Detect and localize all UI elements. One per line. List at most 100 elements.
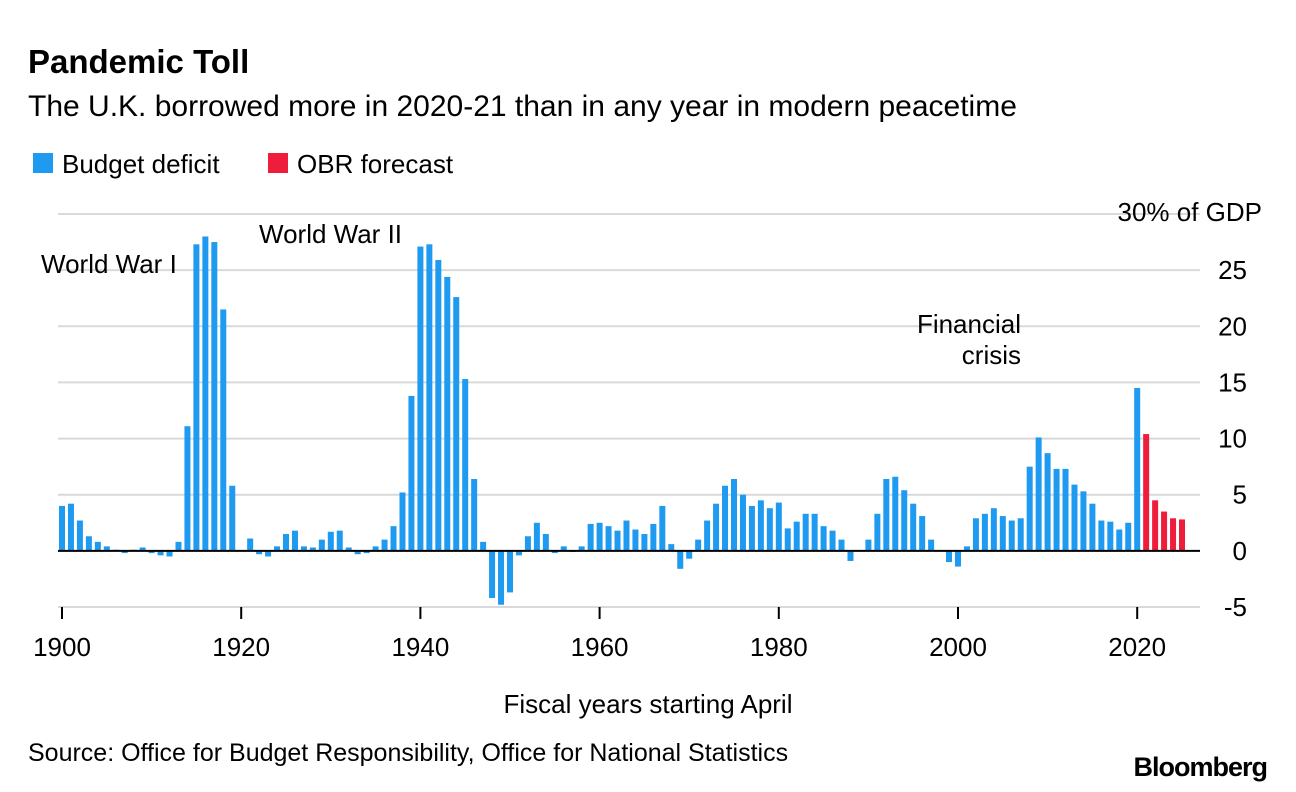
bar-budget-deficit [193, 244, 200, 551]
bar-obr-forecast [1152, 500, 1159, 551]
bar-budget-deficit [103, 546, 110, 551]
bar-obr-forecast [1170, 518, 1177, 551]
bar-budget-deficit [928, 539, 935, 551]
axes: -5 0 5 10 15 20 25 1900 1920 1940 1960 1980 2000 2020 [33, 255, 1247, 662]
bar-budget-deficit [766, 508, 773, 551]
bar-budget-deficit [318, 539, 325, 551]
bar-budget-deficit [847, 550, 854, 561]
bar-budget-deficit [587, 523, 594, 551]
bar-budget-deficit [560, 546, 567, 551]
bar-budget-deficit [381, 539, 388, 551]
bar-budget-deficit [345, 547, 352, 551]
bar-budget-deficit [910, 503, 917, 551]
bar-budget-deficit [677, 550, 684, 569]
bar-budget-deficit [453, 297, 460, 551]
bar-budget-deficit [811, 513, 818, 551]
bar-budget-deficit [426, 244, 433, 551]
bar-budget-deficit [507, 550, 513, 593]
bar-budget-deficit [892, 476, 899, 551]
bar-budget-deficit [955, 550, 961, 567]
bar-budget-deficit [175, 541, 182, 551]
y-axis-unit-label: 30% of GDP [1117, 197, 1262, 227]
bar-budget-deficit [704, 520, 711, 551]
bar-budget-deficit [713, 503, 720, 551]
bar-budget-deficit [1026, 466, 1033, 551]
bar-budget-deficit [641, 534, 648, 551]
bar-budget-deficit [515, 550, 522, 556]
x-tick-label: 2020 [1108, 632, 1166, 662]
bar-budget-deficit [399, 492, 406, 551]
bar-budget-deficit [695, 539, 702, 551]
bar-budget-deficit [372, 546, 379, 551]
bar-budget-deficit [686, 550, 693, 559]
bar-obr-forecast [1143, 434, 1150, 551]
bar-budget-deficit [1071, 484, 1078, 551]
bar-budget-deficit [820, 526, 827, 551]
bar-budget-deficit [757, 500, 764, 551]
annotation-world-war-ii: World War II [259, 219, 402, 249]
x-tick-label: 2000 [929, 632, 987, 662]
bar-budget-deficit [363, 550, 370, 554]
bar-budget-deficit [309, 547, 316, 551]
bar-budget-deficit [650, 523, 657, 551]
bar-budget-deficit [802, 513, 809, 551]
bar-budget-deficit [85, 536, 92, 551]
bar-budget-deficit [336, 530, 343, 551]
bar-budget-deficit [1053, 468, 1060, 551]
bar-budget-deficit [578, 546, 585, 551]
bar-budget-deficit [838, 539, 845, 551]
y-tick-label: 0 [1233, 536, 1247, 566]
bar-budget-deficit [614, 530, 621, 551]
bar-budget-deficit [202, 236, 209, 551]
bar-budget-deficit [731, 478, 737, 551]
legend-swatch-obr-forecast [268, 153, 288, 173]
bar-budget-deficit [211, 242, 218, 551]
bar-budget-deficit [139, 547, 146, 551]
bar-budget-deficit [919, 516, 926, 551]
bar-budget-deficit [596, 522, 603, 551]
bar-budget-deficit [121, 550, 128, 554]
source-note: Source: Office for Budget Responsibility… [28, 739, 788, 767]
bar-budget-deficit [148, 550, 155, 554]
bar-budget-deficit [444, 276, 451, 551]
x-tick-label: 1940 [391, 632, 449, 662]
x-tick-label: 1900 [33, 632, 91, 662]
bar-budget-deficit [551, 550, 558, 554]
bar-budget-deficit [739, 494, 746, 551]
bar-budget-deficit [1125, 522, 1132, 551]
bar-budget-deficit [498, 550, 505, 605]
bar-budget-deficit [59, 505, 65, 551]
chart-subtitle: The U.K. borrowed more in 2020-21 than i… [28, 90, 1017, 123]
x-tick-label: 1980 [750, 632, 808, 662]
bar-budget-deficit [632, 529, 639, 551]
y-tick-label: 5 [1233, 480, 1247, 510]
bar-budget-deficit [1134, 388, 1141, 551]
bar-budget-deficit [1098, 520, 1105, 551]
bar-budget-deficit [300, 546, 307, 551]
y-tick-label: 10 [1218, 424, 1247, 454]
bar-budget-deficit [963, 546, 970, 551]
bar-budget-deficit [659, 505, 666, 551]
bar-budget-deficit [435, 260, 442, 551]
bar-budget-deficit [784, 528, 791, 551]
x-tick-label: 1960 [571, 632, 629, 662]
bar-budget-deficit [722, 485, 729, 551]
bar-budget-deficit [775, 502, 782, 551]
y-tick-label: 20 [1218, 311, 1247, 341]
bar-budget-deficit [533, 522, 540, 551]
bar-budget-deficit [748, 505, 755, 551]
bar-budget-deficit [274, 546, 281, 551]
y-tick-label: 25 [1218, 255, 1247, 285]
y-tick-label: 15 [1218, 367, 1247, 397]
bar-budget-deficit [999, 516, 1006, 551]
bar-budget-deficit [354, 550, 361, 555]
bar-budget-deficit [283, 534, 289, 551]
bar-budget-deficit [94, 541, 101, 551]
bar-budget-deficit [1017, 518, 1024, 551]
bar-budget-deficit [76, 520, 83, 551]
annotation-financial-crisis-line1: Financial [917, 309, 1021, 339]
bar-budget-deficit [1107, 521, 1114, 551]
bar-budget-deficit [1080, 491, 1087, 551]
bar-obr-forecast [1161, 511, 1168, 551]
bloomberg-logo: Bloomberg [1133, 752, 1267, 782]
